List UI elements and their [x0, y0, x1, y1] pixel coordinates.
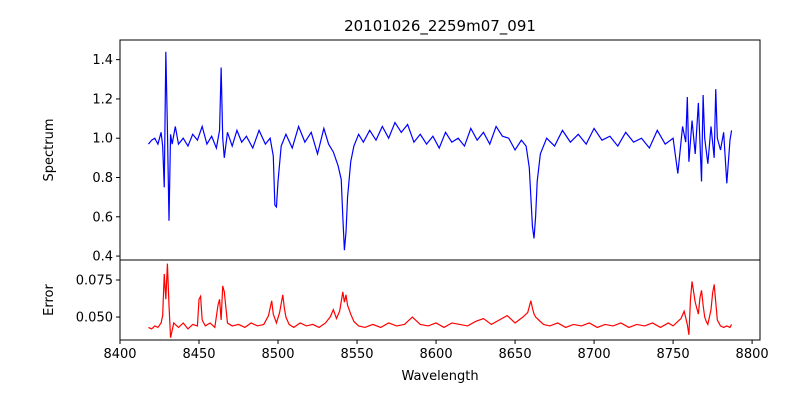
x-tick-label: 8450 [182, 347, 215, 362]
error-y-tick-label: 0.075 [76, 274, 113, 289]
chart-title: 20101026_2259m07_091 [344, 17, 536, 36]
error-y-tick-label: 0.050 [76, 311, 113, 326]
x-tick-label: 8500 [261, 347, 294, 362]
spectrum-y-tick-label: 1.2 [92, 92, 113, 107]
x-tick-label: 8800 [736, 347, 769, 362]
error-axes-frame [119, 259, 761, 341]
x-tick-label: 8600 [420, 347, 453, 362]
x-tick-label: 8550 [340, 347, 373, 362]
x-tick-label: 8400 [103, 347, 136, 362]
spectrum-y-tick-label: 0.6 [92, 210, 113, 225]
spectrum-y-tick-label: 1.4 [92, 53, 113, 68]
error-y-ticks: 0.050 0.075 [76, 274, 120, 326]
spectrum-y-tick-label: 0.8 [92, 171, 113, 186]
x-ticks: 8400 8450 8500 8550 8600 8650 8700 8750 8800 [103, 340, 769, 362]
spectrum-y-tick-label: 0.4 [92, 250, 113, 265]
spectrum-line [147, 51, 733, 251]
spectrum-y-axis-label: Spectrum [42, 119, 57, 182]
x-tick-label: 8650 [499, 347, 532, 362]
spectrum-y-ticks: 0.4 0.6 0.8 1.0 1.2 1.4 [92, 53, 120, 265]
x-axis-label: Wavelength [401, 369, 478, 384]
x-tick-label: 8700 [578, 347, 611, 362]
error-line [148, 263, 733, 338]
x-tick-label: 8750 [657, 347, 690, 362]
error-y-axis-label: Error [42, 284, 57, 316]
spectrum-y-tick-label: 1.0 [92, 132, 113, 147]
